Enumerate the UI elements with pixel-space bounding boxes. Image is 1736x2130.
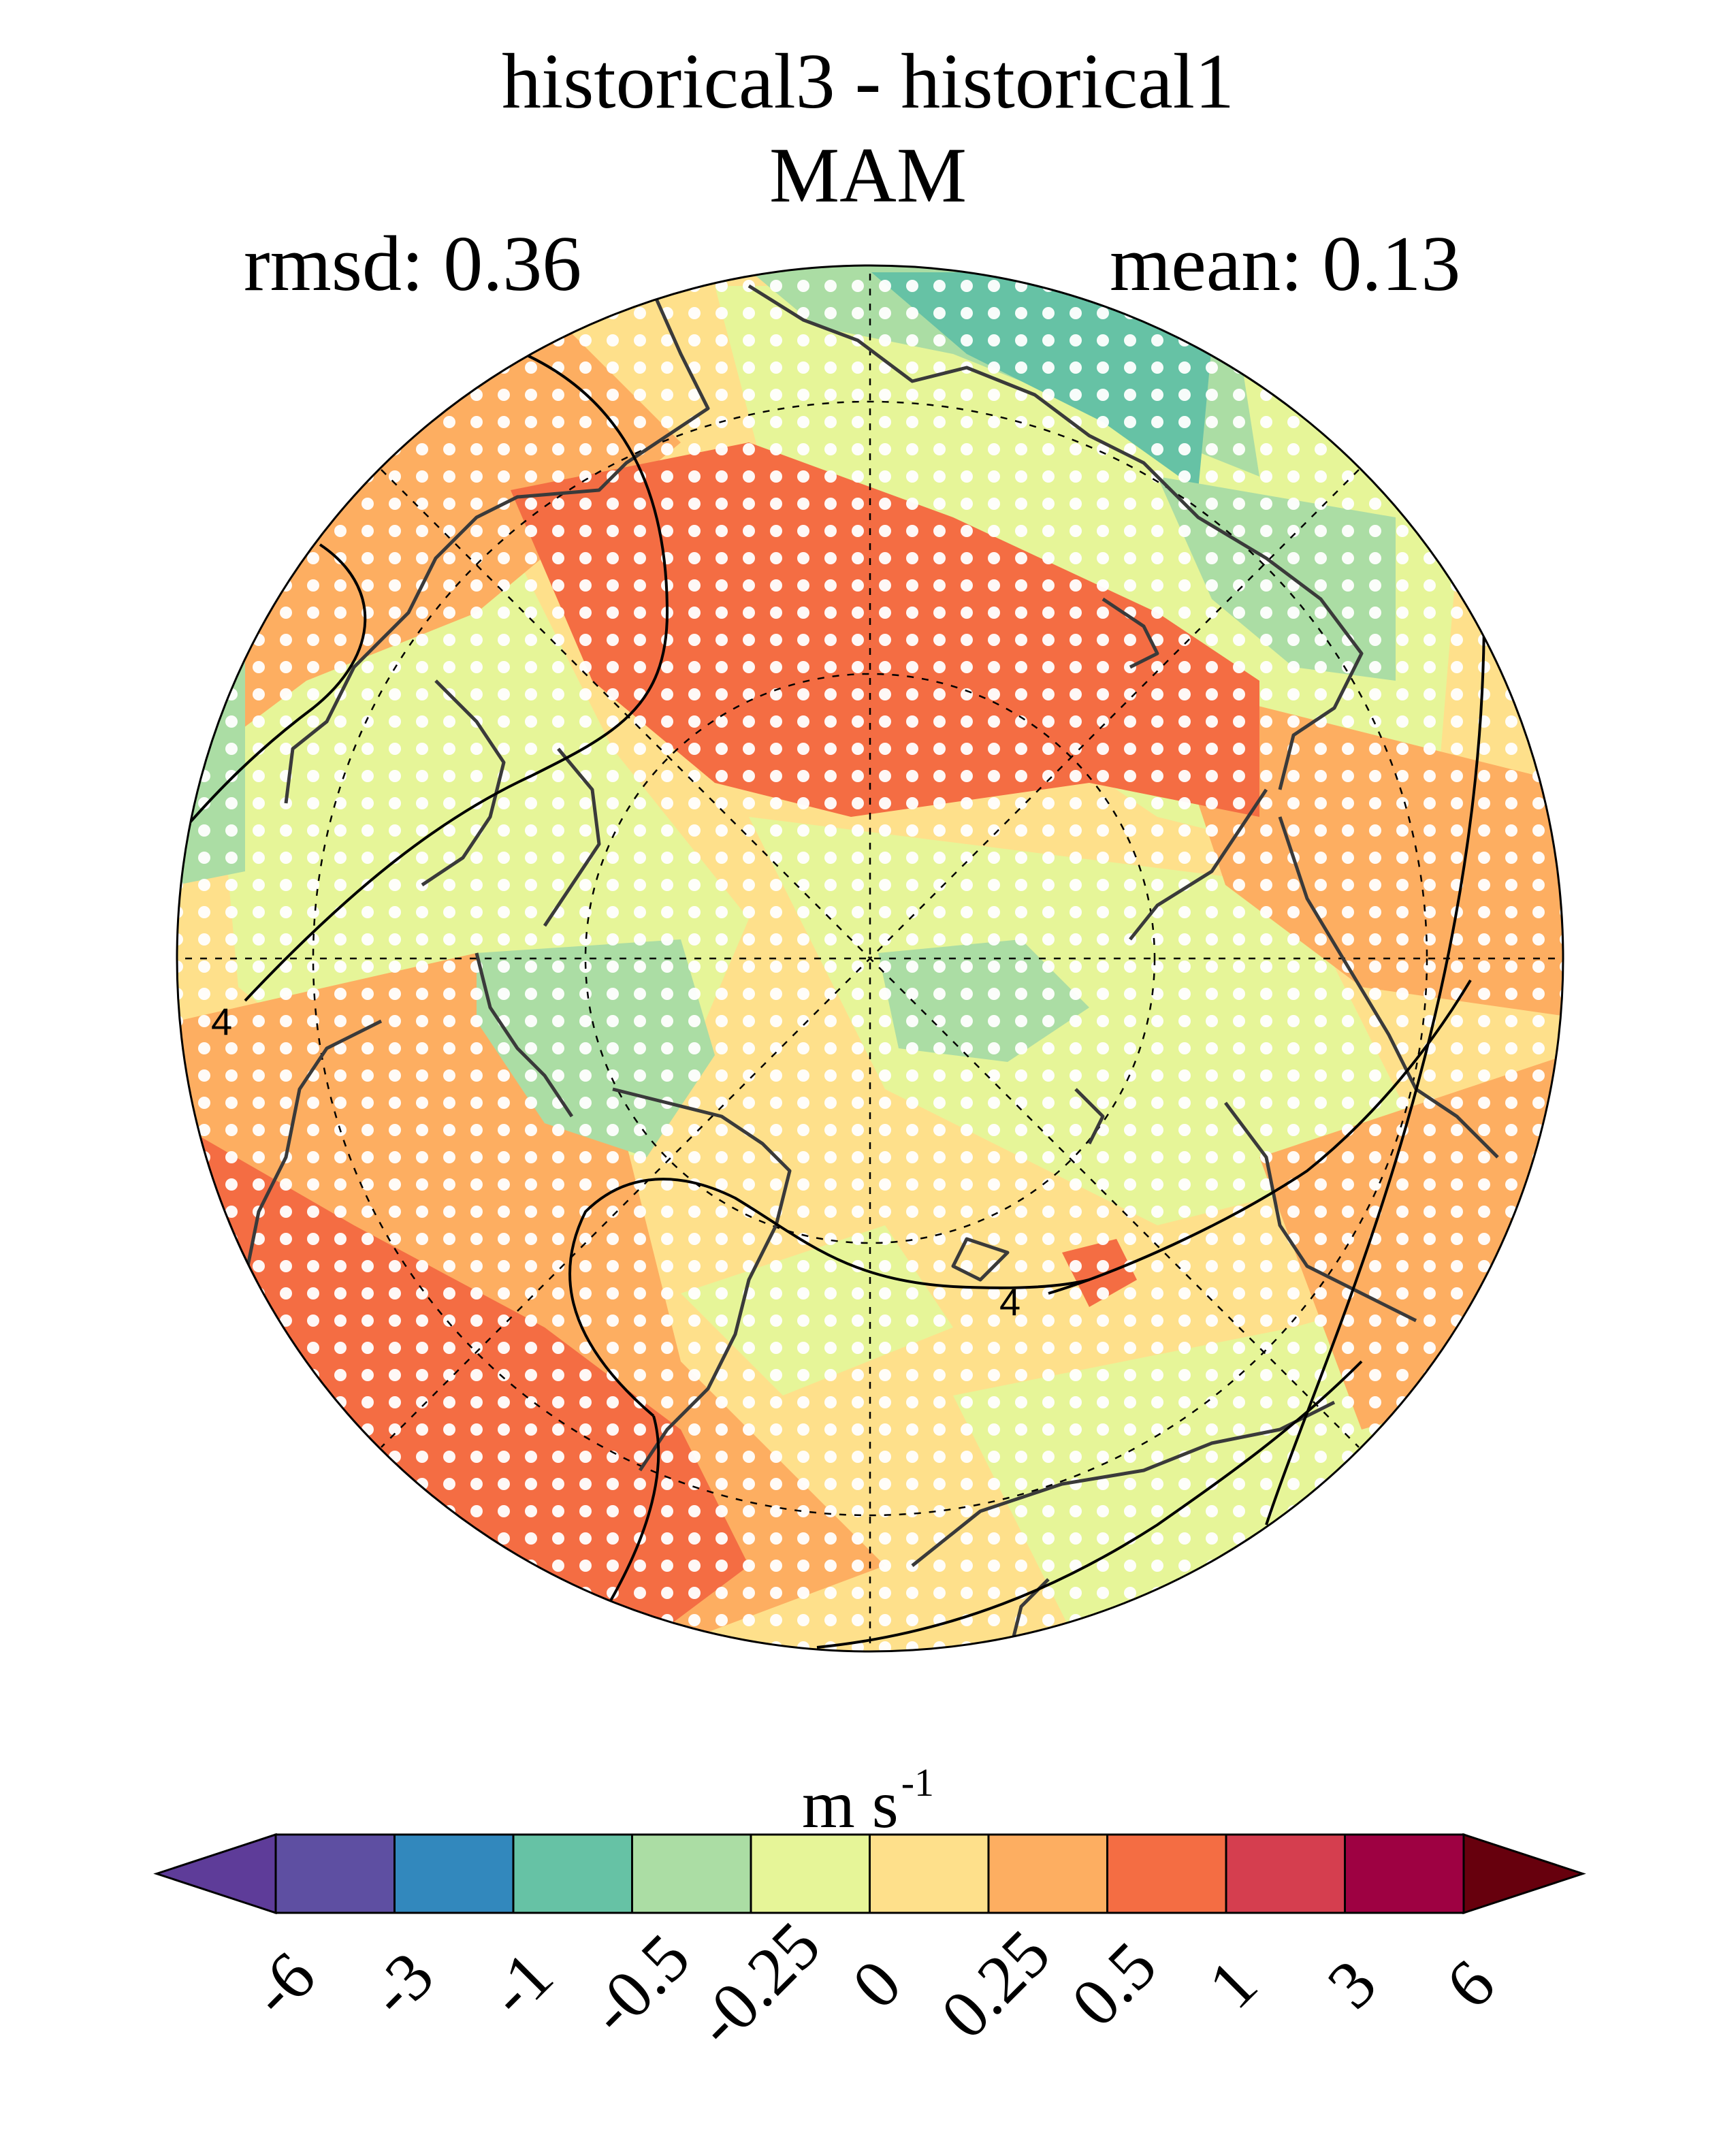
colorbar-unit: m s-1	[801, 1760, 935, 1842]
title-line-1: historical3 - historical1	[502, 38, 1234, 125]
colorbar-extend-min	[153, 1833, 277, 1915]
map-boundary	[176, 264, 1564, 1653]
colorbar-bin	[750, 1833, 871, 1914]
mean-label: mean: 0.13	[1110, 221, 1461, 308]
colorbar-bin	[987, 1833, 1108, 1914]
colorbar-bin	[1344, 1833, 1465, 1914]
colorbar-bin	[512, 1833, 633, 1914]
rmsd-label: rmsd: 0.36	[244, 221, 582, 308]
contour-label-west: 4	[211, 1000, 232, 1043]
graticule	[177, 265, 1563, 1651]
map-field: 4 4	[177, 265, 1563, 1651]
colorbar-bin	[393, 1833, 515, 1914]
colorbar-bin	[274, 1833, 396, 1914]
colorbar-extend-max	[1462, 1833, 1586, 1915]
contour-label-south: 4	[999, 1280, 1020, 1323]
colorbar-bin	[631, 1833, 752, 1914]
colorbar-bin	[1106, 1833, 1227, 1914]
coastlines	[243, 284, 1499, 1651]
polar-map: 4 4	[176, 264, 1564, 1653]
colorbar-bin	[1225, 1833, 1346, 1914]
colorbar-bin	[869, 1833, 990, 1914]
title-line-2: MAM	[769, 132, 967, 219]
contour-lines	[177, 353, 1485, 1649]
